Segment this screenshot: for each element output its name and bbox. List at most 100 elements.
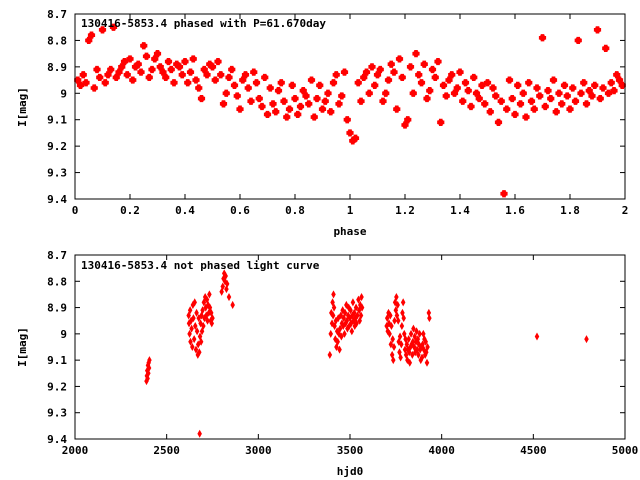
unphased-data-point	[331, 303, 337, 312]
phased-y-axis-label: I[mag]	[16, 87, 29, 127]
unphased-chart-title: 130416-5853.4 not phased light curve	[81, 259, 320, 272]
unphased-data-point	[350, 298, 356, 307]
unphased-data-point	[220, 282, 226, 291]
phased-x-axis-label: phase	[333, 225, 366, 238]
phased-data-point	[538, 34, 547, 42]
unphased-data-point	[386, 319, 392, 328]
phased-data-point	[560, 81, 569, 89]
unphased-data-point	[199, 327, 205, 336]
phased-data-point	[563, 92, 571, 100]
phased-data-point	[87, 31, 96, 39]
phased-data-point	[426, 87, 434, 95]
unphased-data-point	[192, 298, 197, 307]
phased-data-point	[343, 116, 351, 124]
phased-data-point	[263, 110, 272, 119]
unphased-data-point	[400, 308, 405, 317]
phased-data-point	[607, 79, 615, 87]
phased-data-point	[167, 65, 175, 74]
phased-data-point	[404, 116, 412, 124]
phased-data-point	[250, 68, 258, 76]
unphased-data-point	[226, 293, 232, 302]
phased-data-point	[153, 50, 162, 58]
unphased-data-point	[209, 319, 215, 328]
phased-data-point	[582, 100, 591, 108]
unphased-data-point	[412, 332, 417, 341]
unphased-data-point	[210, 314, 215, 323]
phased-data-point	[134, 60, 142, 68]
unphased-data-point	[414, 327, 419, 336]
phased-data-point	[109, 23, 118, 31]
phased-data-point	[214, 57, 222, 66]
phased-data-point	[580, 79, 588, 87]
unphased-data-point	[387, 329, 392, 338]
unphased-data-point	[188, 337, 193, 346]
unphased-data-point	[400, 298, 406, 307]
unphased-data-point	[201, 321, 206, 330]
unphased-data-point	[230, 300, 235, 309]
unphased-data-point	[201, 298, 207, 307]
phased-data-point	[516, 100, 525, 108]
unphased-data-point	[408, 329, 414, 338]
phased-data-point	[486, 108, 494, 116]
phased-data-point	[277, 79, 285, 87]
phased-data-point	[569, 84, 577, 92]
unphased-data-point	[396, 337, 402, 346]
phased-data-point	[483, 79, 492, 87]
phased-x-tick-label: 0	[72, 204, 79, 217]
unphased-data-point	[198, 319, 203, 328]
phased-data-point	[599, 84, 607, 92]
unphased-y-axis-label: I[mag]	[16, 327, 29, 367]
unphased-data-point	[411, 324, 416, 333]
phased-data-point	[393, 105, 401, 113]
phased-data-point	[338, 92, 346, 100]
phased-data-point	[448, 71, 456, 79]
unphased-x-tick-labels: 2000 2500 3000 3500 4000 4500 5000	[62, 444, 639, 457]
unphased-data-point	[339, 332, 344, 341]
unphased-data-point	[330, 298, 335, 307]
phased-data-point	[266, 84, 274, 92]
phased-data-point	[96, 73, 104, 82]
unphased-data-point	[406, 348, 412, 357]
unphased-data-point	[401, 314, 406, 323]
phased-x-tick-label: 2	[622, 204, 629, 217]
unphased-data-point	[391, 342, 397, 352]
phased-data-point	[547, 94, 555, 103]
phased-data-point	[272, 108, 280, 116]
unphased-data-point	[417, 329, 422, 338]
phased-data-point	[610, 87, 618, 95]
unphased-data-point	[334, 342, 339, 352]
unphased-y-tick-label: 8.7	[47, 249, 67, 262]
phased-data-point	[525, 79, 533, 87]
unphased-data-point	[338, 311, 344, 320]
phased-data-point	[247, 97, 255, 105]
unphased-data-point	[359, 293, 364, 302]
unphased-data-point	[407, 358, 413, 367]
phased-y-tick-label: 9	[60, 87, 67, 100]
phased-data-point	[107, 65, 115, 74]
phased-data-point	[618, 81, 626, 89]
phased-data-point	[362, 68, 371, 76]
unphased-data-point	[357, 316, 362, 325]
unphased-data-point	[424, 348, 429, 357]
phased-data-point	[184, 79, 192, 87]
unphased-data-point	[395, 300, 400, 309]
phased-data-point	[464, 87, 472, 95]
unphased-ticks	[74, 254, 626, 440]
phased-data-point	[252, 79, 261, 87]
unphased-data-point	[193, 345, 199, 354]
unphased-data-point	[403, 350, 409, 359]
phased-data-point	[239, 76, 247, 84]
unphased-data-point	[193, 321, 198, 330]
phased-data-point	[522, 113, 530, 121]
phased-data-point	[285, 105, 294, 113]
phased-data-point	[258, 102, 266, 111]
unphased-data-point	[414, 345, 420, 354]
unphased-data-point	[410, 337, 416, 346]
unphased-data-point	[388, 311, 393, 320]
phased-data-point	[195, 84, 203, 92]
phased-data-point	[505, 76, 514, 84]
phased-data-point	[431, 73, 439, 82]
phased-data-point	[494, 118, 503, 126]
unphased-data-point	[356, 295, 361, 304]
unphased-data-point	[353, 303, 359, 312]
